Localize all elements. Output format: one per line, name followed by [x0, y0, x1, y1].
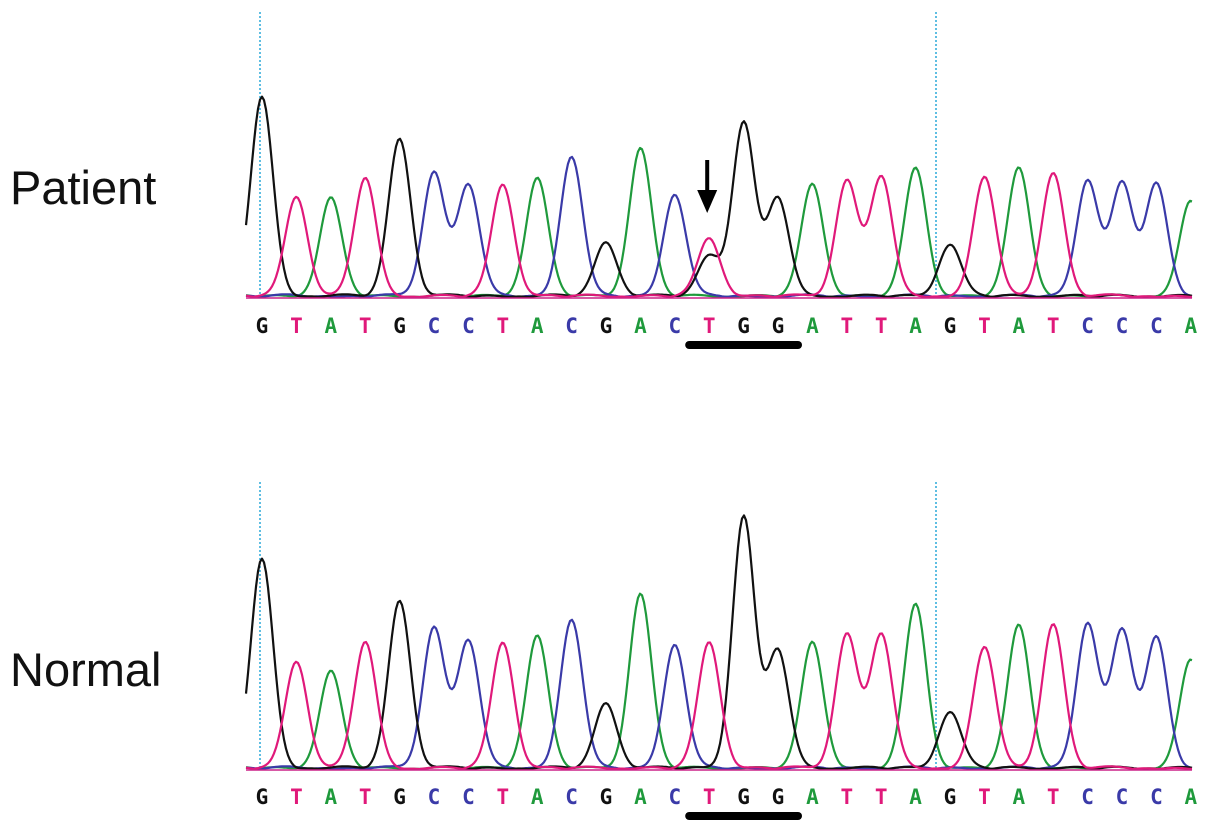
base-call-letter: A	[1012, 314, 1025, 338]
base-call-letter: T	[703, 314, 716, 338]
trace-t-normal	[245, 623, 1193, 771]
base-call-letter: A	[634, 785, 647, 809]
mutation-arrow-icon	[697, 190, 718, 213]
base-call-letter: G	[772, 314, 785, 338]
trace-a-patient	[245, 146, 1193, 299]
base-call-letter: A	[1012, 785, 1025, 809]
base-call-letter: T	[290, 785, 303, 809]
base-call-letter: T	[1047, 785, 1060, 809]
base-call-letter: G	[944, 785, 957, 809]
base-call-letter: T	[840, 314, 853, 338]
base-call-letter: C	[1081, 314, 1094, 338]
base-call-letter: C	[1116, 785, 1129, 809]
base-call-letter: A	[634, 314, 647, 338]
base-call-letter: T	[359, 785, 372, 809]
base-call-letter: T	[359, 314, 372, 338]
base-call-letter: G	[256, 785, 269, 809]
base-call-letter: G	[600, 785, 613, 809]
base-call-letter: A	[324, 314, 337, 338]
base-call-letter: T	[496, 785, 509, 809]
base-call-letter: A	[324, 785, 337, 809]
patient-label: Patient	[10, 161, 157, 214]
base-call-letter: C	[428, 314, 441, 338]
base-call-letter: A	[1184, 314, 1197, 338]
base-call-letter: T	[1047, 314, 1060, 338]
base-call-letter: T	[875, 785, 888, 809]
base-call-letter: G	[944, 314, 957, 338]
base-call-letter: G	[737, 785, 750, 809]
base-call-letter: A	[909, 785, 922, 809]
normal-label: Normal	[10, 643, 162, 696]
base-call-letter: T	[703, 785, 716, 809]
trace-t-patient	[245, 172, 1193, 299]
base-call-letter: A	[909, 314, 922, 338]
base-call-letter: C	[1116, 314, 1129, 338]
base-call-letter: C	[668, 785, 681, 809]
base-call-letter: G	[256, 314, 269, 338]
base-call-letter: C	[565, 785, 578, 809]
base-call-letter: C	[668, 314, 681, 338]
base-call-letter: T	[978, 314, 991, 338]
base-call-letter: C	[1150, 314, 1163, 338]
base-call-letter: G	[772, 785, 785, 809]
base-call-letter: C	[1081, 785, 1094, 809]
base-call-letter: C	[462, 314, 475, 338]
base-call-letter: G	[600, 314, 613, 338]
base-call-letter: T	[496, 314, 509, 338]
base-call-letter: G	[737, 314, 750, 338]
base-call-letter: A	[806, 785, 819, 809]
trace-g-normal	[244, 514, 1193, 771]
trace-g-patient	[244, 95, 1193, 299]
base-call-letter: T	[290, 314, 303, 338]
base-call-letter: C	[462, 785, 475, 809]
base-call-letter: A	[1184, 785, 1197, 809]
base-call-letter: A	[806, 314, 819, 338]
base-call-letter: G	[393, 785, 406, 809]
base-call-letter: A	[531, 314, 544, 338]
base-call-letter: T	[978, 785, 991, 809]
base-call-letter: C	[1150, 785, 1163, 809]
base-call-letter: T	[840, 785, 853, 809]
base-call-letter: G	[393, 314, 406, 338]
base-call-letter: A	[531, 785, 544, 809]
base-call-letter: T	[875, 314, 888, 338]
base-call-letter: C	[565, 314, 578, 338]
base-call-letter: C	[428, 785, 441, 809]
